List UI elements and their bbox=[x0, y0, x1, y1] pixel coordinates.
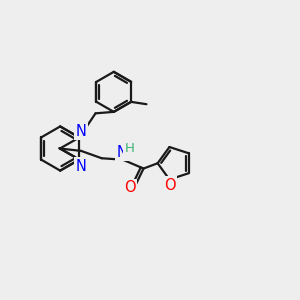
Text: N: N bbox=[75, 124, 86, 139]
Text: O: O bbox=[124, 181, 136, 196]
Text: O: O bbox=[164, 178, 176, 193]
Text: H: H bbox=[124, 142, 134, 155]
Text: N: N bbox=[117, 145, 128, 160]
Text: N: N bbox=[75, 158, 86, 173]
